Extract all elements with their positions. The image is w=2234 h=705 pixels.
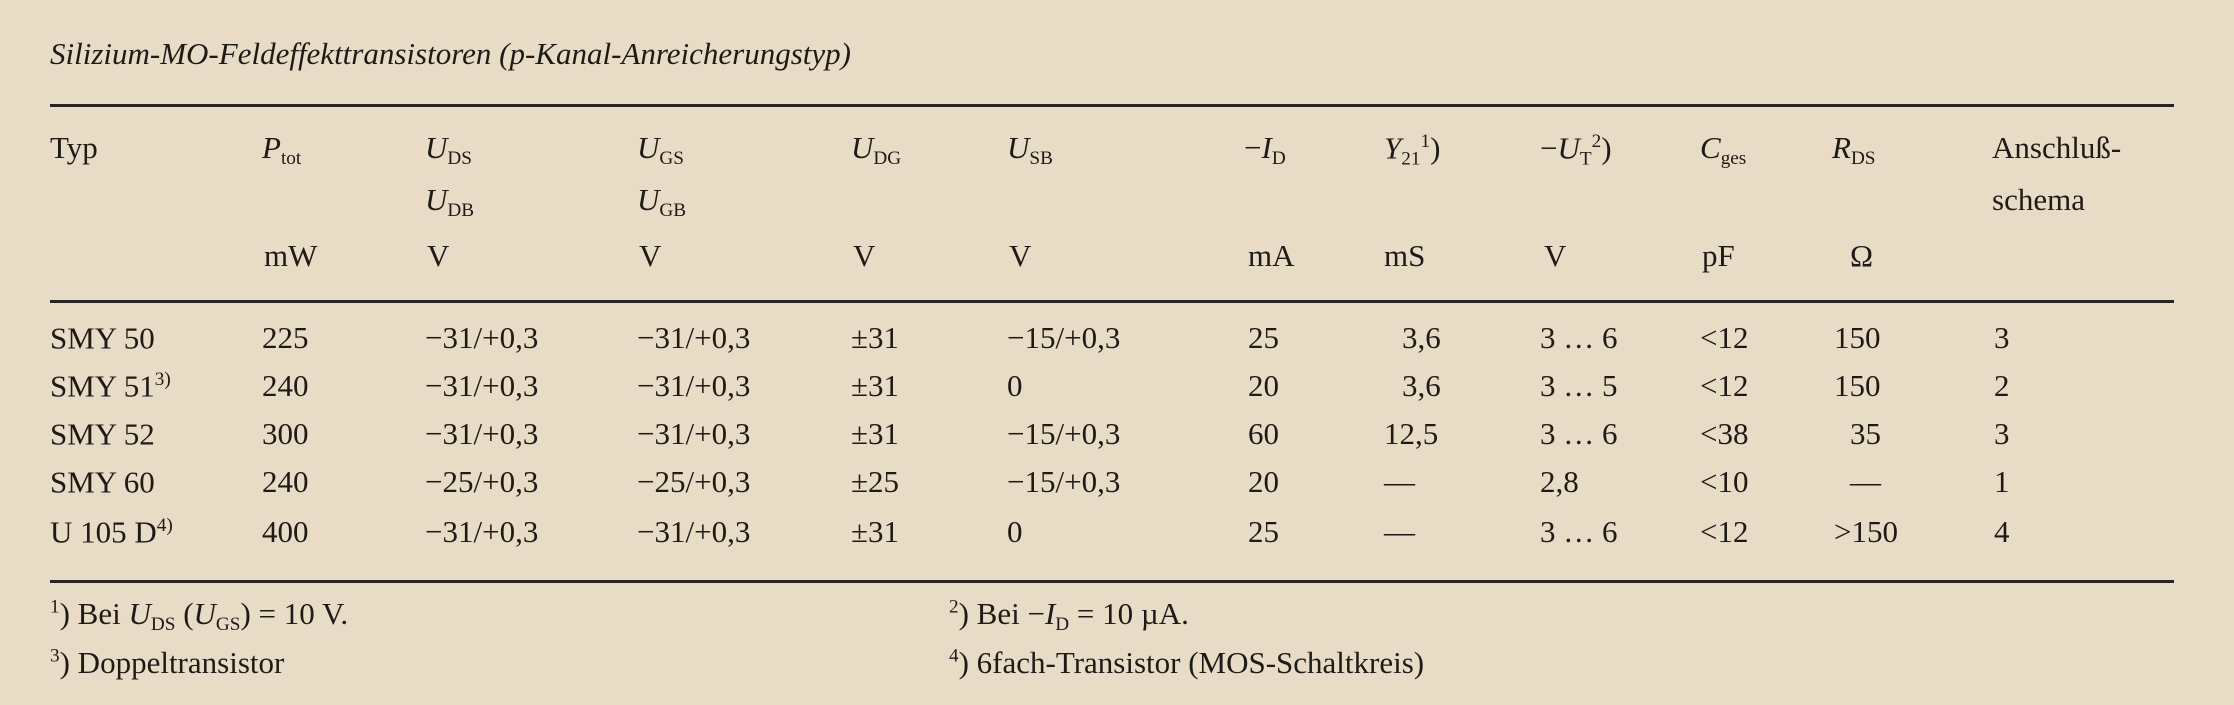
table-title: Silizium-MO-Feldeffekttransistoren (p-Ka… [50, 36, 851, 71]
cell-ugs: −31/+0,3 [637, 416, 751, 451]
cell-cges: <12 [1700, 320, 1749, 355]
cell-udg: ±31 [851, 416, 900, 451]
cell-id: 20 [1248, 368, 1279, 403]
cell-ugs: −31/+0,3 [637, 368, 751, 403]
cell-rds: >150 [1834, 514, 1898, 549]
cell-cges: <12 [1700, 514, 1749, 549]
cell-cges: <38 [1700, 416, 1749, 451]
cell-typ: SMY 60 [50, 464, 155, 500]
unit-ptot: mW [264, 238, 318, 273]
header-ugs: UGS [637, 130, 684, 169]
header-ugb: UGB [637, 182, 687, 221]
header-usb: USB [1007, 130, 1053, 169]
cell-typ: U 105 D4) [50, 514, 173, 550]
cell-id: 25 [1248, 514, 1279, 549]
cell-schema: 1 [1994, 464, 2010, 499]
header-udg: UDG [851, 130, 902, 169]
cell-udg: ±25 [851, 464, 900, 499]
header-rule [50, 300, 2174, 303]
cell-udg: ±31 [851, 514, 900, 549]
cell-uds: −31/+0,3 [425, 416, 539, 451]
bottom-rule [50, 580, 2174, 583]
header-typ: Typ [50, 130, 98, 165]
cell-uds: −31/+0,3 [425, 368, 539, 403]
cell-ut: 2,8 [1540, 464, 1579, 499]
cell-typ: SMY 50 [50, 320, 155, 356]
header-schema: schema [1992, 182, 2085, 217]
cell-ugs: −25/+0,3 [637, 464, 751, 499]
header-anschluss: Anschluß- [1992, 130, 2122, 165]
cell-usb: 0 [1007, 368, 1023, 403]
cell-ut: 3 … 6 [1540, 416, 1618, 451]
cell-ugs: −31/+0,3 [637, 514, 751, 549]
cell-ugs: −31/+0,3 [637, 320, 751, 355]
unit-y21: mS [1384, 238, 1426, 273]
cell-y21: — [1384, 514, 1415, 549]
header-id: −ID [1244, 130, 1286, 169]
cell-schema: 3 [1994, 320, 2010, 355]
cell-ut: 3 … 6 [1540, 320, 1618, 355]
header-uds: UDS [425, 130, 472, 169]
unit-id: mA [1248, 238, 1295, 273]
cell-uds: −31/+0,3 [425, 514, 539, 549]
header-y21: Y211) [1384, 130, 1441, 170]
unit-uds: V [427, 238, 450, 273]
cell-ptot: 225 [262, 320, 309, 355]
cell-usb: −15/+0,3 [1007, 320, 1121, 355]
cell-ut: 3 … 6 [1540, 514, 1618, 549]
footnote-1: 1) Bei UDS (UGS) = 10 V. [50, 596, 349, 635]
cell-ptot: 240 [262, 368, 309, 403]
cell-udg: ±31 [851, 368, 900, 403]
unit-ut: V [1544, 238, 1567, 273]
cell-id: 25 [1248, 320, 1279, 355]
unit-usb: V [1009, 238, 1032, 273]
cell-schema: 4 [1994, 514, 2010, 549]
unit-ugs: V [639, 238, 662, 273]
cell-cges: <12 [1700, 368, 1749, 403]
header-udb: UDB [425, 182, 475, 221]
cell-uds: −31/+0,3 [425, 320, 539, 355]
cell-id: 60 [1248, 416, 1279, 451]
top-rule [50, 104, 2174, 107]
cell-cges: <10 [1700, 464, 1749, 499]
unit-udg: V [853, 238, 876, 273]
cell-udg: ±31 [851, 320, 900, 355]
cell-usb: −15/+0,3 [1007, 416, 1121, 451]
footnote-2: 2) Bei −ID = 10 µA. [949, 596, 1189, 635]
header-rds: RDS [1832, 130, 1876, 169]
header-ptot: Ptot [262, 130, 302, 169]
cell-y21: 3,6 [1402, 320, 1441, 355]
cell-rds: 150 [1834, 368, 1881, 403]
header-cges: Cges [1700, 130, 1747, 169]
cell-usb: −15/+0,3 [1007, 464, 1121, 499]
cell-ptot: 300 [262, 416, 309, 451]
unit-cges: pF [1702, 238, 1735, 273]
cell-y21: — [1384, 464, 1415, 499]
footnote-4: 4) 6fach-Transistor (MOS-Schaltkreis) [949, 645, 1425, 680]
cell-usb: 0 [1007, 514, 1023, 549]
cell-y21: 3,6 [1402, 368, 1441, 403]
cell-uds: −25/+0,3 [425, 464, 539, 499]
cell-ptot: 400 [262, 514, 309, 549]
cell-rds: 35 [1850, 416, 1881, 451]
cell-typ: SMY 513) [50, 368, 171, 404]
unit-rds: Ω [1850, 238, 1874, 273]
cell-ut: 3 … 5 [1540, 368, 1618, 403]
header-ut: −UT2) [1540, 130, 1612, 170]
footnote-3: 3) Doppeltransistor [50, 645, 285, 680]
cell-schema: 2 [1994, 368, 2010, 403]
cell-typ: SMY 52 [50, 416, 155, 452]
cell-y21: 12,5 [1384, 416, 1439, 451]
cell-id: 20 [1248, 464, 1279, 499]
cell-schema: 3 [1994, 416, 2010, 451]
cell-ptot: 240 [262, 464, 309, 499]
cell-rds: 150 [1834, 320, 1881, 355]
cell-rds: — [1850, 464, 1881, 499]
